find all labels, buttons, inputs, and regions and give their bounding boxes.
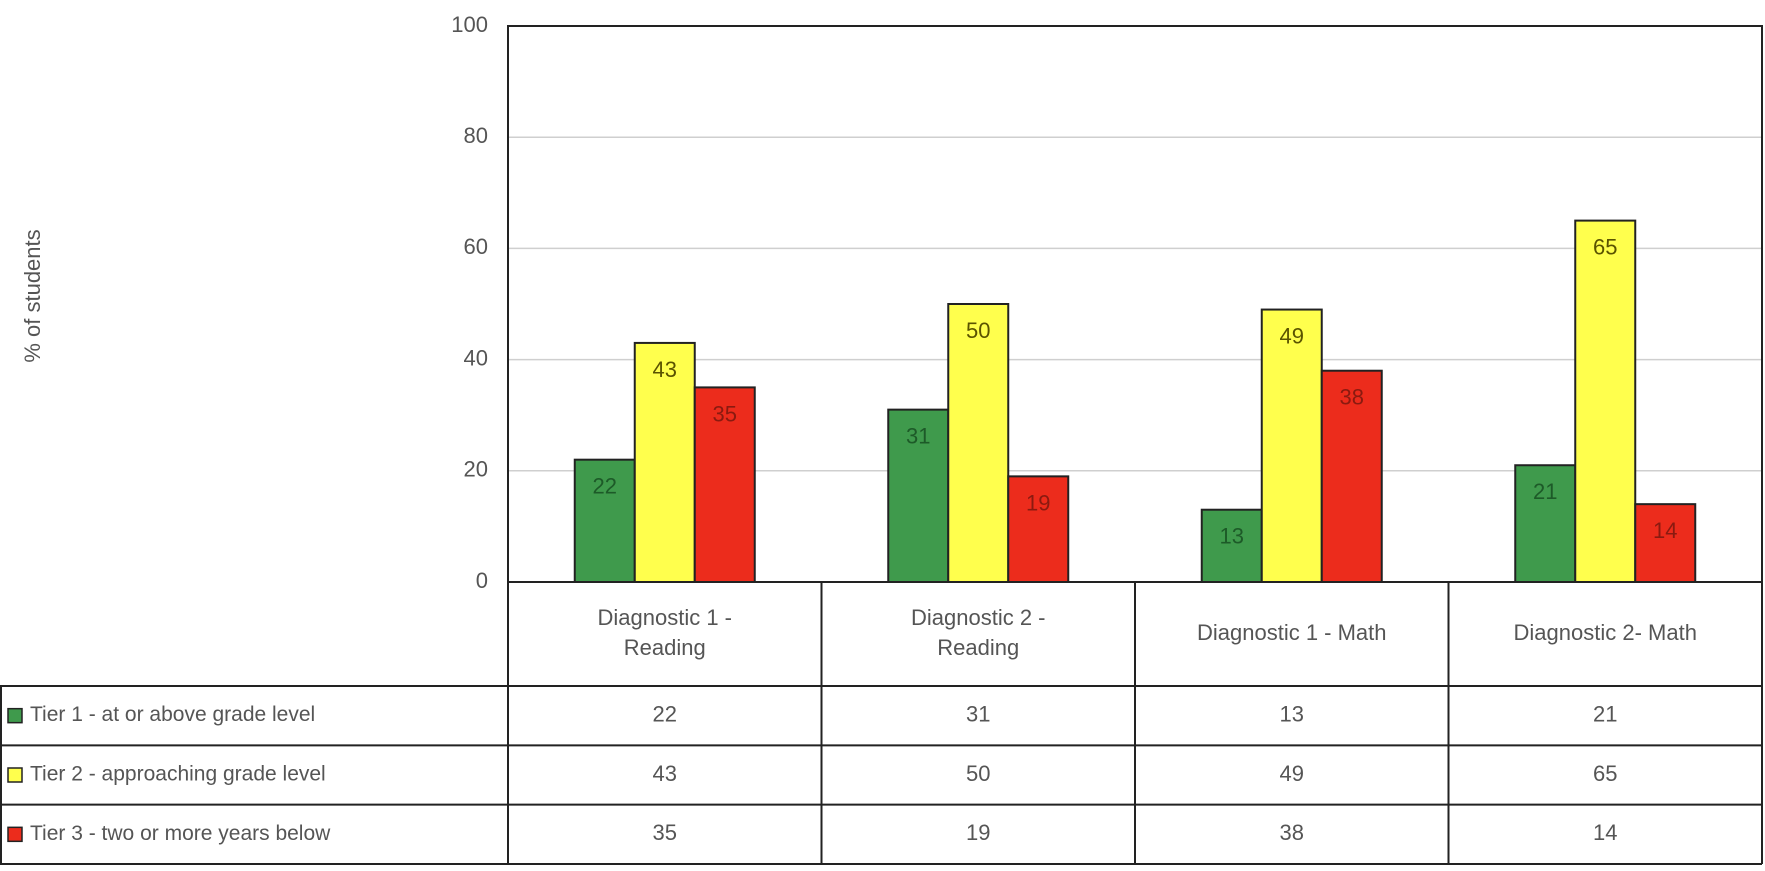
table-value: 19 [966,820,990,845]
table-value: 35 [653,820,677,845]
x-category-label: Diagnostic 1 - Math [1197,620,1387,645]
table-value: 49 [1280,761,1304,786]
table-value: 31 [966,701,990,726]
bar [1320,369,1383,583]
y-tick-label: 80 [464,123,488,148]
x-category-label: Diagnostic 2 -Reading [911,605,1046,660]
bar [1200,508,1263,583]
bar [1260,308,1323,583]
data-table: Diagnostic 1 -Reading Diagnostic 2 -Readi… [0,582,1763,865]
bar-data-label: 14 [1653,518,1677,543]
bar-data-label: 50 [966,318,990,343]
plot-area: 0 20 40 60 80 100 22 43 35 31 50 19 13 49 38 21 65 14 [451,12,1763,593]
bar [1634,503,1697,583]
legend-key [7,707,23,724]
table-value: 14 [1593,820,1617,845]
bar [887,408,950,584]
table-value: 43 [653,761,677,786]
table-value: 13 [1280,701,1304,726]
bar-data-label: 21 [1533,479,1557,504]
x-category-label: Diagnostic 2- Math [1514,620,1697,645]
y-tick-label: 40 [464,345,488,370]
y-tick-label: 20 [464,457,488,482]
bar-data-label: 19 [1026,490,1050,515]
y-tick-label: 0 [476,568,488,593]
table-value: 22 [653,701,677,726]
bar-data-label: 38 [1340,385,1364,410]
legend-key [7,767,23,783]
y-tick-label: 60 [464,234,488,259]
bar-data-label: 35 [713,401,737,426]
bar-data-label: 13 [1220,524,1244,549]
table-value: 65 [1593,761,1617,786]
table-value: 50 [966,761,990,786]
bar [1574,219,1637,583]
bar [573,458,636,583]
legend-series-name: Tier 1 - at or above grade level [30,703,315,726]
legend-series-name: Tier 3 - two or more years below [30,822,331,845]
bar-data-label: 31 [906,424,930,449]
bar-data-label: 43 [653,357,677,382]
bar-data-label: 49 [1280,324,1304,349]
legend-key [7,826,23,843]
bar-data-label: 65 [1593,235,1617,260]
bar [1007,475,1070,583]
y-axis-title: % of students [20,229,45,362]
bar [947,303,1010,583]
y-tick-label: 100 [451,12,488,37]
table-value: 21 [1593,701,1617,726]
bar-data-label: 22 [593,474,617,499]
legend-series-name: Tier 2 - approaching grade level [30,763,326,786]
x-category-label: Diagnostic 1 -Reading [597,605,732,660]
table-value: 38 [1280,820,1304,845]
bar [693,386,756,583]
